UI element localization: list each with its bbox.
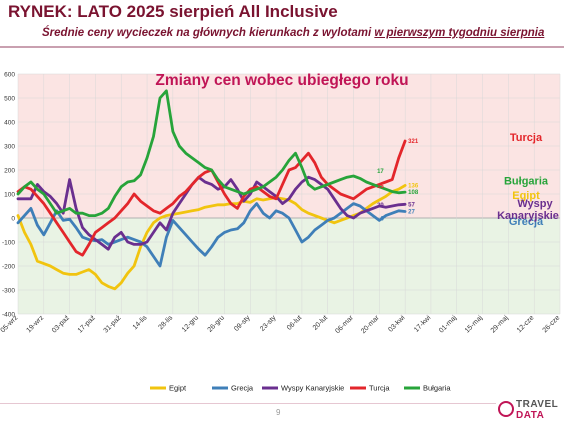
x-tick-label: 03-paź xyxy=(51,314,71,334)
x-tick-label: 20-lut xyxy=(312,314,329,331)
y-tick-label: 300 xyxy=(4,144,15,151)
series-line-egipt xyxy=(16,183,407,291)
y-tick-label: 0 xyxy=(11,216,15,223)
side-label: Turcja xyxy=(510,132,543,144)
x-tick-label: 15-maj xyxy=(464,314,484,334)
x-tick-label: 17-paź xyxy=(77,314,97,334)
x-tick-label: 20-mar xyxy=(360,314,381,335)
x-tick-label: 01-maj xyxy=(438,314,458,334)
subtitle-underlined: w pierwszym tygodniu sierpnia xyxy=(374,27,545,39)
price-change-chart: -400-300-200-100010020030040050060005-wr… xyxy=(0,72,562,393)
chart-title: Zmiany cen wobec ubiegłego roku xyxy=(155,72,408,89)
subtitle-text: Średnie ceny wycieczek na głównych kieru… xyxy=(42,27,375,39)
series-line-wyspy-kanaryjskie xyxy=(16,175,407,251)
travel-data-logo: TRAVEL DATA xyxy=(498,398,562,422)
y-tick-label: -300 xyxy=(2,288,15,295)
x-tick-label: 17-kwi xyxy=(413,314,433,334)
page-number: 9 xyxy=(276,408,281,417)
x-tick-label: 06-lut xyxy=(286,314,303,331)
page-title: RYNEK: LATO 2025 sierpień All Inclusive xyxy=(8,2,338,21)
inner-data-label: 39 xyxy=(377,203,384,209)
legend-label: Turcja xyxy=(369,384,390,393)
series-end-label: 136 xyxy=(408,183,419,189)
x-tick-label: 12-gru xyxy=(181,314,200,333)
x-tick-label: 06-mar xyxy=(334,314,355,335)
x-tick-label: 31-paź xyxy=(103,314,123,334)
y-tick-label: -400 xyxy=(2,312,15,319)
inner-data-label: 15 xyxy=(377,184,384,190)
y-tick-label: 600 xyxy=(4,72,15,79)
x-tick-label: 29-maj xyxy=(490,314,510,334)
series-line-grecja xyxy=(16,202,407,268)
legend-label: Grecja xyxy=(231,384,254,393)
logo-word-travel: TRAVEL xyxy=(516,399,559,410)
header-divider xyxy=(0,46,564,48)
x-tick-label: 14-lis xyxy=(132,314,149,331)
page-subtitle: Średnie ceny wycieczek na głównych kieru… xyxy=(42,27,544,39)
x-tick-label: 26-gru xyxy=(207,314,226,333)
side-label-kanaryjskie: Kanaryjskie xyxy=(497,210,559,222)
x-tick-label: 03-kwi xyxy=(387,314,407,334)
x-tick-label: 09-sty xyxy=(233,314,252,333)
y-tick-label: -100 xyxy=(2,240,15,247)
y-tick-label: 200 xyxy=(4,168,15,175)
series-end-label: 321 xyxy=(408,139,419,145)
x-tick-label: 28-lis xyxy=(157,314,174,331)
logo-word-data: DATA xyxy=(516,410,545,421)
x-tick-label: 19-wrz xyxy=(25,314,45,334)
series-end-label: 27 xyxy=(408,210,415,216)
x-tick-label: 23-sty xyxy=(259,314,278,333)
series-end-label: 57 xyxy=(408,202,415,208)
side-label: Bułgaria xyxy=(504,175,549,187)
legend-label: Wyspy Kanaryjskie xyxy=(281,384,344,393)
footer-divider xyxy=(0,403,496,404)
side-label: Grecja xyxy=(509,216,544,228)
y-tick-label: 500 xyxy=(4,96,15,103)
legend-label: Bułgaria xyxy=(423,384,451,393)
series-end-label: 108 xyxy=(408,190,419,196)
inner-data-label: 17 xyxy=(377,169,384,175)
logo-ring-icon xyxy=(498,401,514,417)
y-tick-label: 400 xyxy=(4,120,15,127)
inner-data-label: 6 xyxy=(380,216,384,222)
y-tick-label: 100 xyxy=(4,192,15,199)
series-line-bułgaria xyxy=(16,89,407,218)
x-tick-label: 26-cze xyxy=(542,314,562,334)
x-tick-label: 12-cze xyxy=(516,314,536,334)
legend-label: Egipt xyxy=(169,384,187,393)
side-label-wyspy: Wyspy xyxy=(517,198,553,210)
y-tick-label: -200 xyxy=(2,264,15,271)
side-label: Egipt xyxy=(512,190,540,202)
